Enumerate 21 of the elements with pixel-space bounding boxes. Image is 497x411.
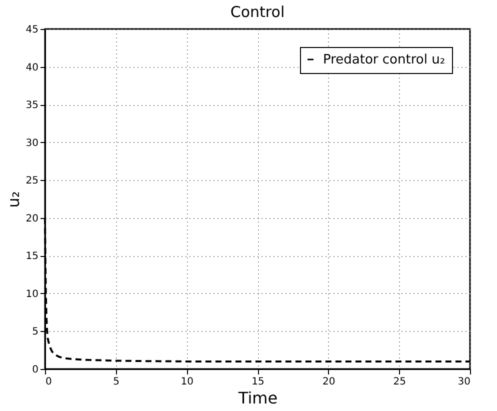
y-tick-label: 0 (32, 364, 38, 376)
x-axis-title: Time (237, 388, 278, 408)
x-tick-label: 0 (46, 376, 52, 388)
y-tick-label: 45 (26, 24, 38, 36)
y-tick-label: 40 (26, 62, 38, 74)
x-tick-label: 20 (322, 376, 336, 388)
y-tick-label: 5 (32, 326, 38, 338)
x-tick-label: 25 (393, 376, 406, 388)
y-tick-label: 30 (26, 138, 38, 149)
x-tick-label: 5 (113, 376, 120, 388)
y-axis-title: u₂ (4, 191, 23, 208)
legend-label: Predator control u₂ (323, 52, 446, 68)
y-tick-label: 10 (26, 288, 38, 300)
y-tick-label: 15 (26, 251, 38, 262)
y-tick-label: 25 (26, 176, 38, 187)
chart-title: Control (230, 3, 285, 21)
y-tick-label: 35 (26, 100, 38, 112)
x-tick-label: 15 (252, 376, 264, 388)
x-tick-label: 10 (180, 376, 194, 388)
y-tick-label: 20 (26, 213, 38, 224)
x-tick-label: 30 (458, 376, 470, 388)
